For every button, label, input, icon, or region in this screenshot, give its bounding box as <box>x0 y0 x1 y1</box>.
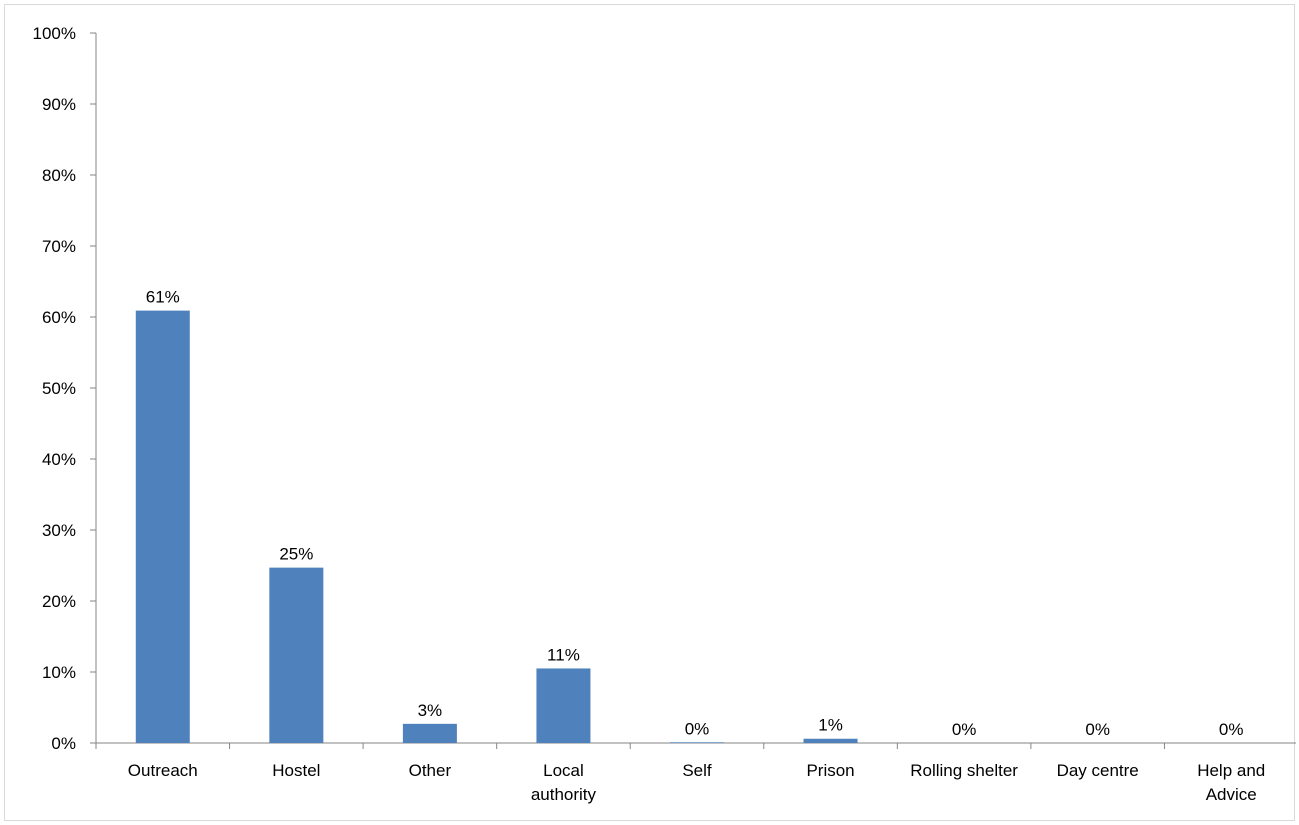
bar-local-authority <box>536 668 591 743</box>
chart-frame: 0% 10% 20% 30% 40% 50% 60% 70% 80% 90% 100% Outrea… <box>4 4 1296 821</box>
category-label-line: authority <box>531 785 597 804</box>
category-label-line: Hostel <box>272 761 320 780</box>
y-tick-label: 0% <box>51 734 76 753</box>
data-label: 11% <box>547 645 580 664</box>
y-tick-label: 40% <box>42 450 76 469</box>
category-label: Hostel <box>272 761 320 780</box>
category-label: Self <box>682 761 712 780</box>
y-tick-label: 50% <box>42 379 76 398</box>
bar-outreach <box>135 310 190 743</box>
bar-self <box>670 742 724 743</box>
category-label-line: Day centre <box>1057 761 1139 780</box>
category-label-line: Self <box>682 761 712 780</box>
category-label-line: Outreach <box>128 761 198 780</box>
data-label: 0% <box>952 720 977 739</box>
category-label-line: Local <box>543 761 584 780</box>
category-label: Prison <box>806 761 854 780</box>
category-label-line: Other <box>409 761 452 780</box>
y-tick-label: 70% <box>42 237 76 256</box>
y-axis: 0% 10% 20% 30% 40% 50% 60% 70% 80% 90% 100% <box>33 24 97 753</box>
data-label: 1% <box>818 716 843 735</box>
y-tick-label: 30% <box>42 521 76 540</box>
y-tick-label: 80% <box>42 166 76 185</box>
category-label: Other <box>409 761 452 780</box>
data-label: 0% <box>685 719 710 738</box>
bar-prison <box>803 738 858 743</box>
data-label: 3% <box>418 701 443 720</box>
data-label: 25% <box>279 545 313 564</box>
data-labels: 61% 25% 3% 11% 0% 1% 0% 0% 0% <box>146 288 1244 739</box>
category-label-line: Help and <box>1197 761 1265 780</box>
x-axis: Outreach Hostel Other Local authority Self Pri… <box>95 742 1296 804</box>
y-tick-label: 90% <box>42 95 76 114</box>
data-label: 61% <box>146 288 180 307</box>
y-tick-label: 20% <box>42 592 76 611</box>
category-label: Outreach <box>128 761 198 780</box>
category-label-line: Advice <box>1206 785 1257 804</box>
data-label: 0% <box>1085 720 1110 739</box>
category-label: Day centre <box>1057 761 1139 780</box>
y-tick-label: 10% <box>42 663 76 682</box>
bar-hostel <box>269 567 324 743</box>
category-label-line: Prison <box>806 761 854 780</box>
bar-other <box>402 723 457 743</box>
category-label-line: Rolling shelter <box>910 761 1018 780</box>
data-label: 0% <box>1219 720 1244 739</box>
category-label: Rolling shelter <box>910 761 1018 780</box>
y-tick-label: 100% <box>33 24 76 43</box>
bars <box>135 310 858 743</box>
category-label: Help and Advice <box>1197 761 1265 804</box>
y-tick-label: 60% <box>42 308 76 327</box>
bar-chart: 0% 10% 20% 30% 40% 50% 60% 70% 80% 90% 100% Outrea… <box>33 24 1296 804</box>
category-label: Local authority <box>531 761 597 804</box>
